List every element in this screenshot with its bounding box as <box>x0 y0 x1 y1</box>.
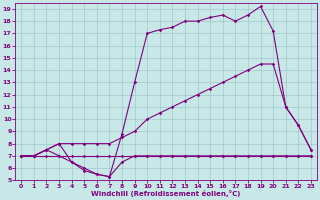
X-axis label: Windchill (Refroidissement éolien,°C): Windchill (Refroidissement éolien,°C) <box>92 190 241 197</box>
